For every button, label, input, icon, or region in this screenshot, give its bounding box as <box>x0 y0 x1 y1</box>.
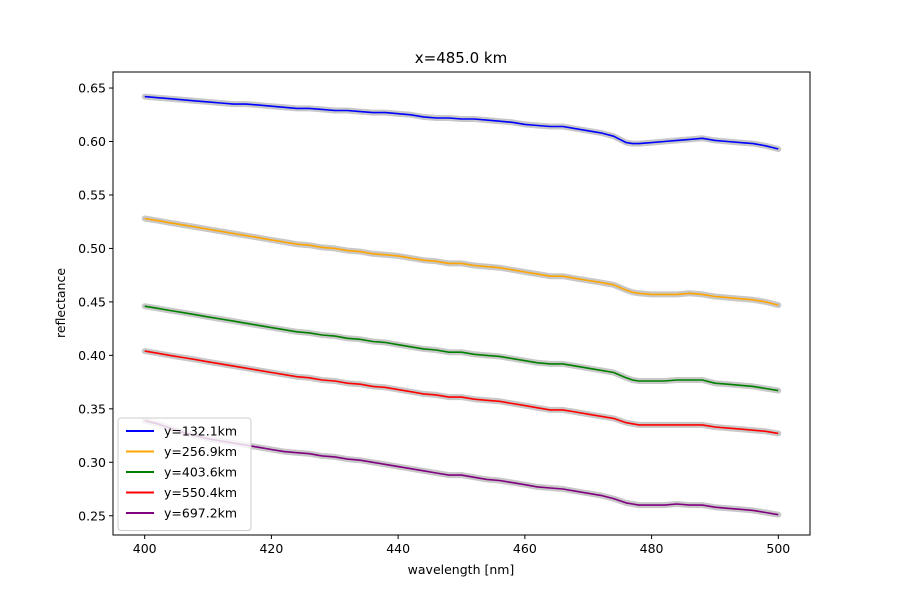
x-tick-label: 420 <box>259 541 283 556</box>
series-line-3 <box>144 305 779 392</box>
legend-label-2: y=256.9km <box>164 444 237 459</box>
series-line-1 <box>144 95 779 150</box>
legend-box <box>117 417 252 531</box>
legend: y=132.1km y=256.9km y=403.6km y=550.4km y=69… <box>117 417 252 531</box>
x-tick-label: 400 <box>133 541 157 556</box>
x-tick-label: 480 <box>640 541 664 556</box>
plot-frame <box>112 71 811 536</box>
y-tick-label: 0.40 <box>78 348 106 363</box>
y-tick-label: 0.30 <box>78 455 106 470</box>
x-axis-label: wavelength [nm] <box>408 562 515 577</box>
y-tick-label: 0.45 <box>78 294 106 309</box>
chart-title: x=485.0 km <box>415 49 507 67</box>
y-axis: 0.25 0.30 0.35 0.40 0.45 0.50 0.55 0.60 0.65 <box>78 81 113 523</box>
series-line-5 <box>144 419 779 516</box>
y-tick-label: 0.35 <box>78 401 106 416</box>
x-tick-label: 440 <box>386 541 410 556</box>
series-line-4 <box>144 350 779 435</box>
legend-label-3: y=403.6km <box>164 465 237 480</box>
y-axis-label: reflectance <box>53 268 68 338</box>
legend-label-5: y=697.2km <box>164 506 237 521</box>
plot-area <box>141 93 782 518</box>
y-tick-label: 0.55 <box>78 187 106 202</box>
x-axis: 400 420 440 460 480 500 <box>133 535 790 556</box>
y-tick-label: 0.25 <box>78 508 106 523</box>
legend-label-4: y=550.4km <box>164 485 237 500</box>
x-tick-label: 460 <box>513 541 537 556</box>
y-tick-label: 0.50 <box>78 241 106 256</box>
series-line-2 <box>144 217 779 306</box>
x-tick-label: 500 <box>766 541 790 556</box>
y-tick-label: 0.60 <box>78 134 106 149</box>
y-tick-label: 0.65 <box>78 81 106 96</box>
legend-label-1: y=132.1km <box>164 424 237 439</box>
